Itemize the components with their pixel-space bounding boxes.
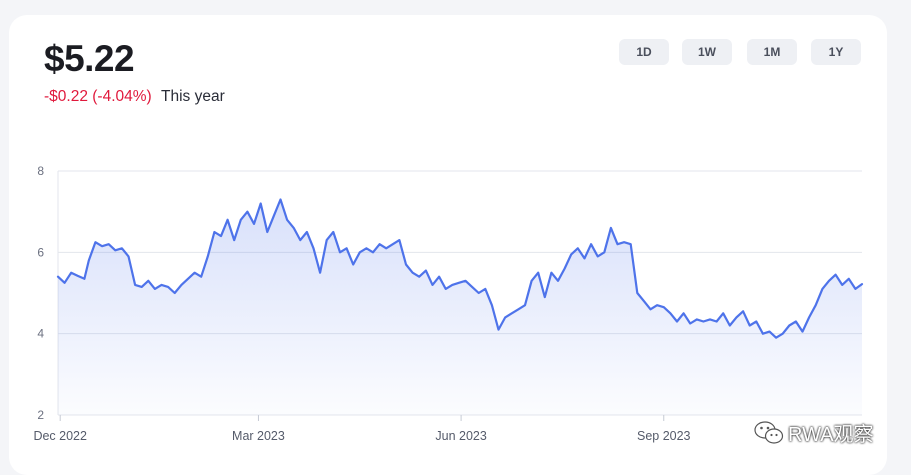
x-tick-label: Sep 2023 (637, 429, 691, 443)
x-tick-label: Jun 2023 (435, 429, 486, 443)
watermark-text: RWA观察 (788, 418, 874, 447)
watermark: RWA观察 (754, 418, 874, 447)
y-tick-label: 2 (37, 408, 44, 422)
y-tick-label: 8 (37, 164, 44, 178)
wechat-icon (754, 420, 784, 446)
x-tick-label: Mar 2023 (232, 429, 285, 443)
y-tick-label: 4 (37, 327, 44, 341)
y-tick-label: 6 (37, 245, 44, 259)
x-tick-label: Dec 2022 (33, 429, 87, 443)
price-area (58, 200, 862, 416)
